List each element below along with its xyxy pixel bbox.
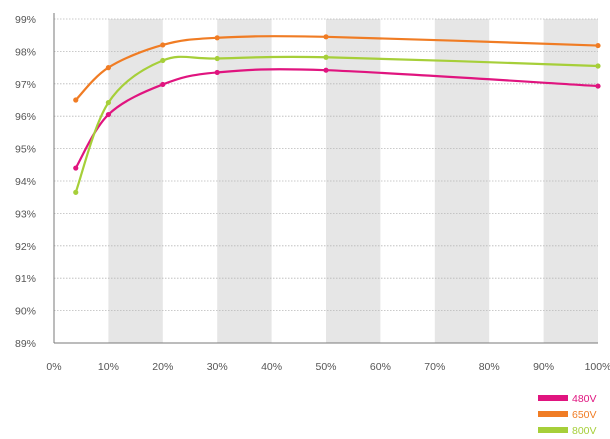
data-point-800v [214,55,220,62]
x-tick-label: 40% [261,361,282,373]
y-tick-label: 98% [15,46,36,58]
data-point-800v [323,54,329,60]
background-bands [108,19,598,343]
legend-label-480v: 480V [572,393,597,405]
data-point-480v [105,111,111,118]
y-tick-label: 89% [15,338,36,350]
data-point-480v [73,165,79,171]
x-tick-label: 50% [315,361,336,373]
y-tick-label: 97% [15,79,36,91]
x-tick-label: 10% [98,361,119,373]
x-tick-labels: 0% 10% 20% 30% 40% 50% 60% 70% 80% 90% 100% [46,361,610,373]
y-tick-label: 95% [15,144,36,156]
data-point-800v [73,189,79,195]
data-point-650v [323,34,329,40]
legend-swatch-800v [538,427,568,433]
y-tick-label: 93% [15,208,36,220]
legend-label-800v: 800V [572,425,597,437]
data-point-480v [595,83,601,89]
data-point-800v [105,99,111,106]
x-tick-label: 90% [533,361,554,373]
legend-swatch-480v [538,395,568,401]
axes [53,13,598,344]
x-tick-label: 80% [479,361,500,373]
x-tick-label: 20% [152,361,173,373]
x-tick-label: 30% [207,361,228,373]
data-point-800v [595,63,601,69]
x-tick-label: 0% [46,361,61,373]
series-points [73,34,601,195]
y-tick-label: 99% [15,14,36,26]
y-tick-label: 92% [15,241,36,253]
data-point-800v [160,57,166,64]
data-point-480v [323,67,329,73]
data-point-650v [73,97,79,103]
y-tick-label: 90% [15,306,36,318]
data-point-480v [214,69,220,76]
y-tick-label: 91% [15,273,36,285]
data-point-650v [595,42,601,49]
legend-swatch-650v [538,411,568,417]
x-tick-label: 100% [585,361,610,373]
data-point-650v [214,35,220,41]
legend-label-650v: 650V [572,409,597,421]
x-tick-label: 60% [370,361,391,373]
data-point-650v [105,65,111,71]
data-point-650v [160,42,166,48]
y-tick-label: 94% [15,176,36,188]
x-tick-label: 70% [424,361,445,373]
legend: 480V 650V 800V [538,393,597,437]
data-point-480v [160,81,166,88]
y-tick-label: 96% [15,111,36,123]
y-tick-labels: 89% 90% 91% 92% 93% 94% 95% 96% 97% 98% 99% [15,14,36,350]
